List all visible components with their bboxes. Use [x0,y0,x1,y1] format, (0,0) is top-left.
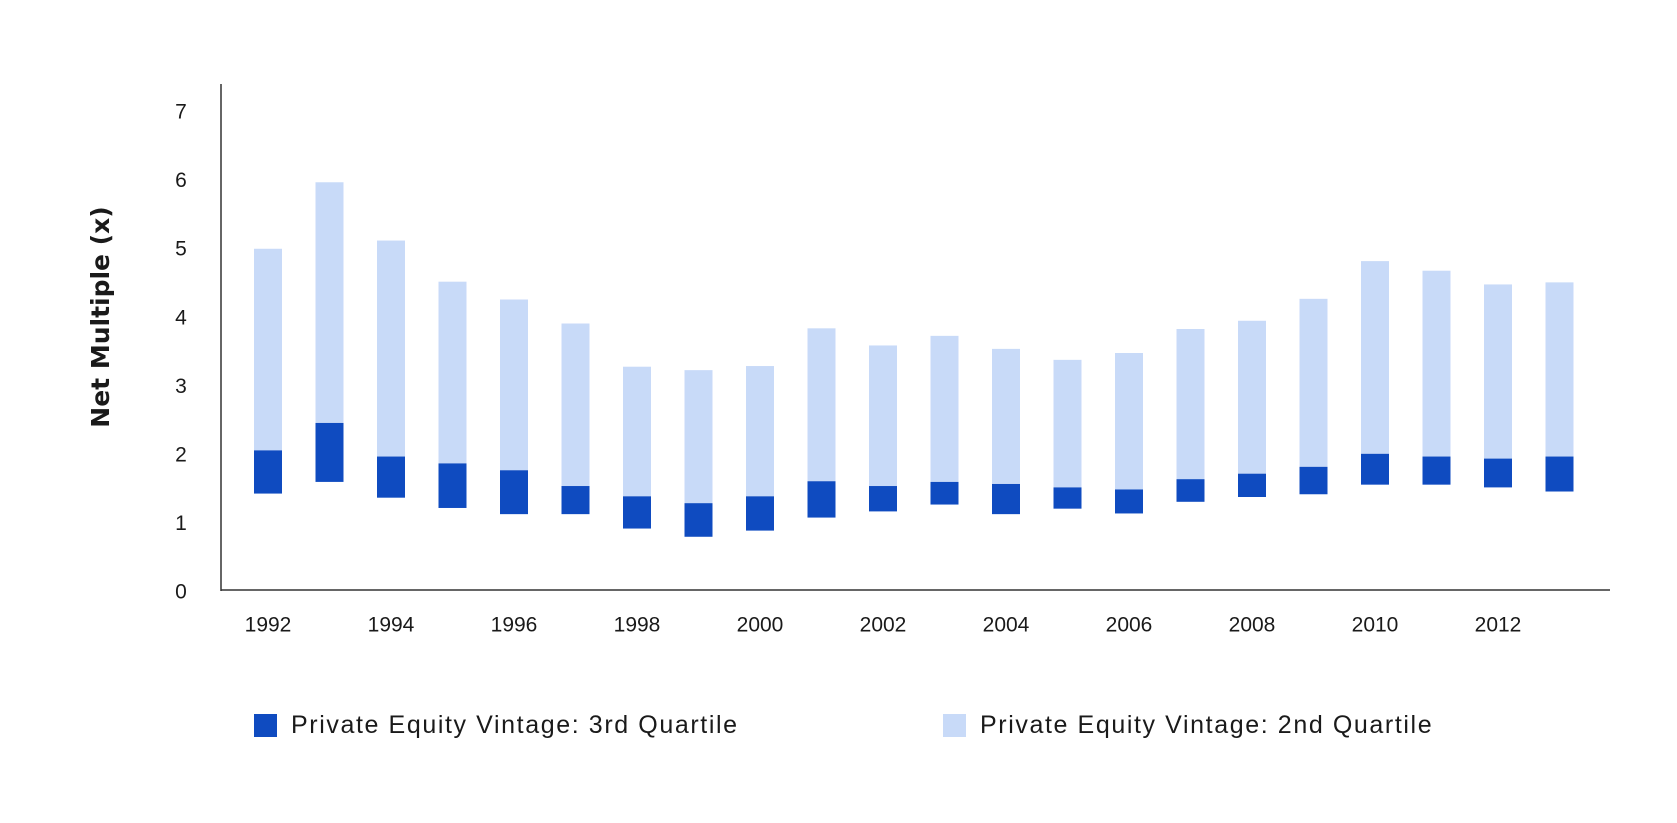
y-tick-label: 1 [175,512,187,535]
bar-2nd-quartile [684,370,713,504]
bar-2nd-quartile [1361,261,1389,454]
legend-swatch-3rd-quartile [254,714,277,737]
bar-3rd-quartile [1545,456,1574,492]
bar-3rd-quartile [869,486,897,512]
y-tick-label: 3 [175,375,187,398]
x-tick-label: 2002 [860,614,907,637]
y-tick-label: 0 [175,581,187,604]
bar-2nd-quartile [1299,298,1328,467]
bar-3rd-quartile [315,422,344,482]
bar-3rd-quartile [1115,489,1143,514]
bar-2nd-quartile [623,366,651,497]
bar-3rd-quartile [1299,466,1328,495]
bar-2nd-quartile [1545,282,1574,457]
bar-3rd-quartile [438,463,467,508]
bar-2nd-quartile [254,248,282,451]
bar-2nd-quartile [1115,353,1143,490]
x-tick-label: 1996 [491,614,538,637]
bar-2nd-quartile [869,345,897,487]
bar-2nd-quartile [500,299,528,471]
bars [254,182,1574,537]
bar-2nd-quartile [746,366,774,497]
legend-item-2nd-quartile: Private Equity Vintage: 2nd Quartile [943,711,1433,740]
y-tick-label: 4 [175,306,187,329]
x-tick-label: 2012 [1475,614,1522,637]
x-tick-label: 2008 [1229,614,1276,637]
bar-3rd-quartile [623,496,651,529]
x-tick-label: 1998 [614,614,661,637]
bar-3rd-quartile [1053,487,1082,509]
x-axis-ticks: 1992 1994 1996 1998 2000 2002 2004 2006 2008 2010… [245,614,1522,637]
bar-3rd-quartile [1238,473,1266,497]
bar-3rd-quartile [1484,458,1512,488]
bar-3rd-quartile [1176,479,1205,502]
bar-2nd-quartile [377,240,405,457]
legend-label-3rd-quartile: Private Equity Vintage: 3rd Quartile [291,711,739,739]
bar-3rd-quartile [561,486,590,515]
x-tick-label: 2004 [983,614,1030,637]
y-axis-ticks: 0 1 2 3 4 5 6 7 [175,101,187,604]
bar-2nd-quartile [1422,270,1451,457]
bar-3rd-quartile [746,496,774,531]
bar-3rd-quartile [992,483,1020,515]
bar-2nd-quartile [807,328,836,482]
y-tick-label: 2 [175,443,187,466]
bar-3rd-quartile [254,450,282,494]
y-tick-label: 6 [175,169,187,192]
x-tick-label: 2006 [1106,614,1153,637]
legend-label-2nd-quartile: Private Equity Vintage: 2nd Quartile [980,711,1434,739]
bar-2nd-quartile [1053,359,1082,488]
legend-item-3rd-quartile: Private Equity Vintage: 3rd Quartile [254,711,739,740]
x-tick-label: 1994 [368,614,415,637]
y-tick-label: 5 [175,238,187,261]
bar-3rd-quartile [807,481,836,518]
x-tick-label: 2000 [737,614,784,637]
bar-2nd-quartile [1176,329,1205,480]
y-axis-title: Net Multiple (x) [86,206,115,427]
bar-3rd-quartile [684,503,713,537]
bar-2nd-quartile [1238,320,1266,474]
bar-2nd-quartile [930,335,959,482]
x-tick-label: 2010 [1352,614,1399,637]
bar-3rd-quartile [500,470,528,515]
bar-2nd-quartile [561,323,590,487]
bar-2nd-quartile [315,182,344,423]
bar-2nd-quartile [438,281,467,464]
bar-3rd-quartile [377,456,405,498]
bar-3rd-quartile [1422,456,1451,485]
y-tick-label: 7 [175,101,187,124]
bar-3rd-quartile [930,481,959,505]
bar-2nd-quartile [1484,284,1512,459]
legend-swatch-2nd-quartile [943,714,966,737]
bar-3rd-quartile [1361,453,1389,485]
bar-2nd-quartile [992,348,1020,484]
x-tick-label: 1992 [245,614,292,637]
